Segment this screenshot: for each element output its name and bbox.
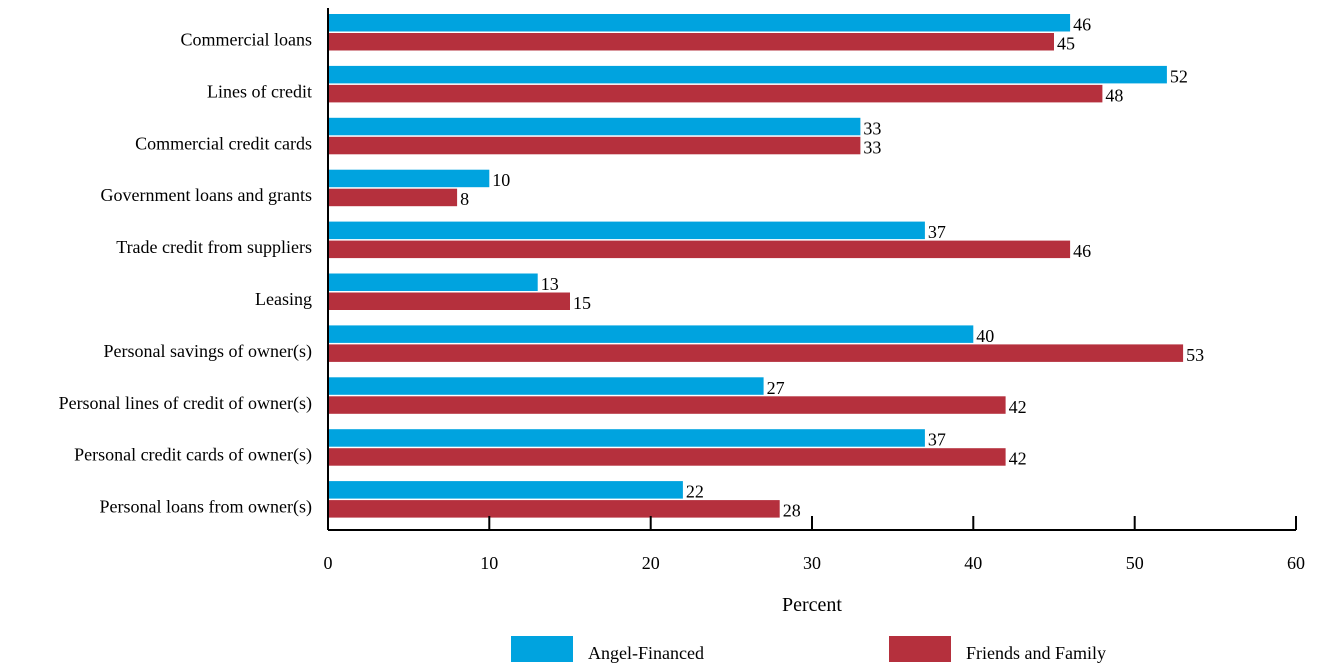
- x-tick-label-30: 30: [803, 553, 821, 573]
- value-label-friends-and-family-commercial-credit-cards: 33: [863, 137, 881, 157]
- value-label-angel-financed-leasing: 13: [541, 274, 559, 294]
- value-label-friends-and-family-government-loans-and-grants: 8: [460, 189, 469, 209]
- bar-angel-financed-personal-credit-cards-of-owner-s: [328, 429, 925, 447]
- category-labels-layer: Commercial loans Lines of credit Commercia…: [59, 30, 312, 518]
- category-label-personal-loans-from-owner-s: Personal loans from owner(s): [100, 497, 312, 518]
- value-label-friends-and-family-leasing: 15: [573, 293, 591, 313]
- x-tick-label-20: 20: [642, 553, 660, 573]
- category-label-commercial-credit-cards: Commercial credit cards: [135, 133, 312, 153]
- value-label-friends-and-family-trade-credit-from-suppliers: 46: [1073, 241, 1091, 261]
- value-label-friends-and-family-commercial-loans: 45: [1057, 34, 1075, 54]
- bar-angel-financed-commercial-credit-cards: [328, 117, 861, 136]
- legend-swatch-friends-and-family: [889, 636, 951, 662]
- x-tick-label-40: 40: [964, 553, 982, 573]
- legend-label-friends-and-family: Friends and Family: [966, 643, 1106, 663]
- value-label-angel-financed-personal-savings-of-owner-s: 40: [976, 326, 994, 346]
- bar-angel-financed-commercial-loans: [328, 14, 1071, 32]
- x-axis-title: Percent: [782, 594, 842, 616]
- value-label-angel-financed-government-loans-and-grants: 10: [492, 170, 510, 190]
- x-ticks-layer: 0 10 20 30 40 50 60: [324, 516, 1305, 573]
- category-label-commercial-loans: Commercial loans: [181, 30, 312, 50]
- value-label-angel-financed-personal-credit-cards-of-owner-s: 37: [928, 430, 946, 450]
- x-tick-label-0: 0: [324, 553, 333, 573]
- value-label-friends-and-family-lines-of-credit: 48: [1105, 85, 1123, 105]
- value-label-friends-and-family-personal-savings-of-owner-s: 53: [1186, 345, 1204, 365]
- category-label-trade-credit-from-suppliers: Trade credit from suppliers: [116, 237, 312, 257]
- category-label-personal-savings-of-owner-s: Personal savings of owner(s): [104, 341, 312, 362]
- value-label-angel-financed-commercial-credit-cards: 33: [863, 118, 881, 138]
- category-label-personal-lines-of-credit-of-owner-s: Personal lines of credit of owner(s): [59, 393, 312, 414]
- bar-angel-financed-trade-credit-from-suppliers: [328, 221, 925, 240]
- bar-friends-and-family-leasing: [328, 292, 570, 310]
- x-tick-label-50: 50: [1126, 553, 1144, 573]
- x-tick-label-60: 60: [1287, 553, 1305, 573]
- value-label-friends-and-family-personal-loans-from-owner-s: 28: [783, 501, 801, 521]
- value-label-friends-and-family-personal-lines-of-credit-of-owner-s: 42: [1009, 397, 1027, 417]
- bar-angel-financed-personal-loans-from-owner-s: [328, 481, 683, 499]
- value-label-angel-financed-personal-loans-from-owner-s: 22: [686, 482, 704, 502]
- value-label-angel-financed-personal-lines-of-credit-of-owner-s: 27: [767, 378, 785, 398]
- bars-layer: [328, 14, 1184, 518]
- value-label-angel-financed-commercial-loans: 46: [1073, 15, 1091, 35]
- value-label-friends-and-family-personal-credit-cards-of-owner-s: 42: [1009, 449, 1027, 469]
- category-label-personal-credit-cards-of-owner-s: Personal credit cards of owner(s): [74, 445, 312, 466]
- category-label-leasing: Leasing: [255, 289, 312, 309]
- bar-angel-financed-government-loans-and-grants: [328, 169, 490, 188]
- bar-friends-and-family-personal-savings-of-owner-s: [328, 344, 1184, 362]
- bar-angel-financed-lines-of-credit: [328, 65, 1167, 84]
- bar-friends-and-family-commercial-loans: [328, 33, 1054, 51]
- legend-swatch-angel-financed: [511, 636, 573, 662]
- bar-angel-financed-personal-savings-of-owner-s: [328, 325, 974, 343]
- value-label-angel-financed-lines-of-credit: 52: [1170, 66, 1188, 86]
- category-label-government-loans-and-grants: Government loans and grants: [101, 185, 312, 205]
- value-label-angel-financed-trade-credit-from-suppliers: 37: [928, 222, 946, 242]
- bar-angel-financed-leasing: [328, 273, 538, 291]
- bar-friends-and-family-personal-lines-of-credit-of-owner-s: [328, 396, 1006, 414]
- bar-friends-and-family-trade-credit-from-suppliers: [328, 240, 1071, 259]
- legend-label-angel-financed: Angel-Financed: [588, 643, 704, 663]
- bar-friends-and-family-personal-loans-from-owner-s: [328, 500, 780, 518]
- bar-friends-and-family-personal-credit-cards-of-owner-s: [328, 448, 1006, 466]
- category-label-lines-of-credit: Lines of credit: [207, 81, 312, 101]
- bar-friends-and-family-lines-of-credit: [328, 84, 1103, 103]
- legend: Angel-Financed Friends and Family: [511, 636, 1106, 663]
- bar-angel-financed-personal-lines-of-credit-of-owner-s: [328, 377, 764, 395]
- x-tick-label-10: 10: [480, 553, 498, 573]
- bar-friends-and-family-government-loans-and-grants: [328, 188, 458, 207]
- bar-friends-and-family-commercial-credit-cards: [328, 136, 861, 155]
